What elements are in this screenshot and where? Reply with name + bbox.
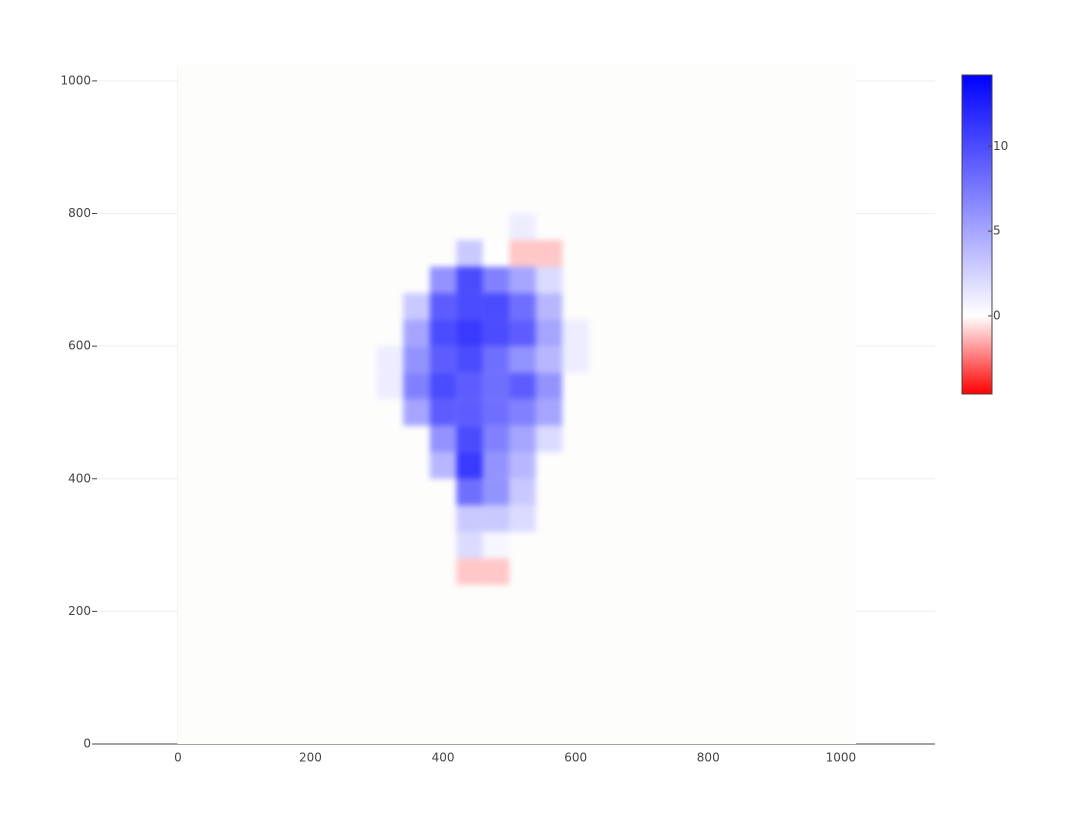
heatmap-cell bbox=[456, 478, 483, 506]
heatmap-cell bbox=[429, 293, 457, 320]
heatmap-cell bbox=[403, 399, 430, 426]
heatmap-cell bbox=[535, 319, 563, 347]
heatmap-cell bbox=[562, 319, 589, 347]
heatmap-cell bbox=[482, 399, 510, 426]
heatmap-cell bbox=[535, 399, 563, 426]
heatmap-cell bbox=[482, 293, 510, 320]
heatmap-cell bbox=[456, 240, 483, 267]
heatmap-cell bbox=[535, 346, 563, 373]
heatmap-cell bbox=[456, 425, 483, 453]
heatmap-cell bbox=[456, 372, 483, 400]
heatmap-cell bbox=[376, 372, 404, 400]
heatmap-cell bbox=[429, 319, 457, 347]
heatmap-cell bbox=[482, 346, 510, 373]
heatmap-cell bbox=[509, 240, 536, 267]
heatmap-cell bbox=[509, 293, 536, 320]
heatmap-cell bbox=[429, 425, 457, 453]
heatmap-cell bbox=[403, 319, 430, 347]
y-tick-label: 200 bbox=[68, 604, 91, 618]
heatmap-cell bbox=[509, 399, 536, 426]
colorbar-tick-label: 0 bbox=[993, 308, 1001, 322]
heatmap-cell bbox=[456, 293, 483, 320]
heatmap-cell bbox=[509, 425, 536, 453]
heatmap-cell bbox=[509, 478, 536, 506]
heatmap-cell bbox=[429, 399, 457, 426]
x-tick-label: 400 bbox=[432, 751, 455, 765]
heatmap-cell bbox=[509, 346, 536, 373]
x-tick-label: 1000 bbox=[826, 751, 857, 765]
y-tick-label: 400 bbox=[68, 471, 91, 485]
heatmap-cell bbox=[509, 213, 536, 241]
heatmap-cell bbox=[482, 240, 510, 267]
heatmap-cell bbox=[456, 452, 483, 479]
heatmap-cell bbox=[403, 372, 430, 400]
heatmap-cell bbox=[482, 266, 510, 294]
x-tick-label: 800 bbox=[697, 751, 720, 765]
heatmap-cell bbox=[535, 425, 563, 453]
heatmap bbox=[376, 213, 589, 585]
heatmap-cell bbox=[482, 531, 510, 559]
heatmap-cell bbox=[509, 372, 536, 400]
heatmap-cell bbox=[429, 346, 457, 373]
heatmap-cell bbox=[482, 452, 510, 479]
heatmap-cell bbox=[482, 478, 510, 506]
heatmap-cell bbox=[509, 452, 536, 479]
heatmap-cell bbox=[403, 346, 430, 373]
colorbar-tick-label: 5 bbox=[993, 224, 1001, 238]
heatmap-cell bbox=[482, 319, 510, 347]
heatmap-cell bbox=[509, 266, 536, 294]
heatmap-cell bbox=[562, 346, 589, 373]
heatmap-cell bbox=[482, 558, 510, 585]
colorbar-tick-label: 10 bbox=[993, 139, 1008, 153]
heatmap-cell bbox=[456, 558, 483, 585]
heatmap-cell bbox=[456, 531, 483, 559]
y-tick-label: 1000 bbox=[60, 73, 91, 87]
heatmap-cell bbox=[456, 399, 483, 426]
heatmap-cell bbox=[403, 293, 430, 320]
y-tick-label: 0 bbox=[83, 737, 91, 751]
heatmap-cell bbox=[429, 372, 457, 400]
heatmap-cell bbox=[535, 372, 563, 400]
heatmap-cell bbox=[376, 346, 404, 373]
x-tick-label: 0 bbox=[174, 751, 182, 765]
heatmap-cell bbox=[509, 505, 536, 532]
y-tick-label: 600 bbox=[68, 339, 91, 353]
heatmap-cell bbox=[535, 266, 563, 294]
heatmap-cell bbox=[456, 319, 483, 347]
colorbar bbox=[961, 74, 993, 395]
heatmap-cell bbox=[535, 240, 563, 267]
x-tick-label: 200 bbox=[299, 751, 322, 765]
x-tick-label: 600 bbox=[564, 751, 587, 765]
y-tick-label: 800 bbox=[68, 206, 91, 220]
heatmap-cell bbox=[482, 505, 510, 532]
heatmap-cell bbox=[429, 452, 457, 479]
heatmap-cell bbox=[482, 425, 510, 453]
heatmap-cell bbox=[456, 346, 483, 373]
heatmap-cell bbox=[456, 505, 483, 532]
heatmap-cell bbox=[429, 266, 457, 294]
heatmap-cell bbox=[535, 293, 563, 320]
heatmap-cell bbox=[482, 372, 510, 400]
heatmap-cell bbox=[456, 266, 483, 294]
heatmap-cell bbox=[509, 319, 536, 347]
